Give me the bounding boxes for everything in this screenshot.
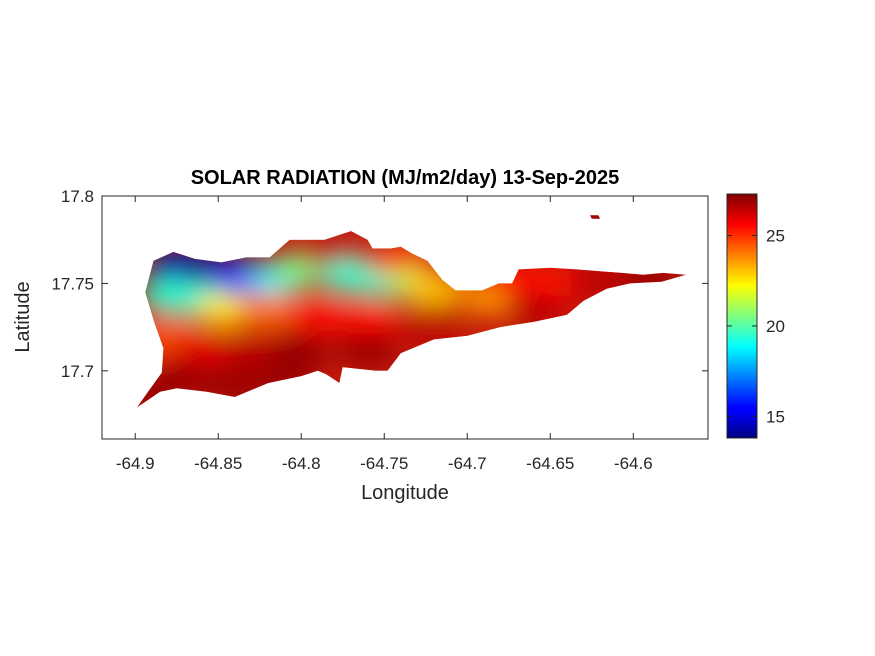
value-sample: [520, 266, 581, 301]
y-axis-label: Latitude: [12, 281, 34, 352]
value-sample: [404, 304, 465, 339]
x-tick-label: -64.7: [448, 454, 487, 473]
y-tick-label: 17.8: [61, 187, 94, 206]
x-tick-label: -64.9: [116, 454, 155, 473]
x-axis-label: Longitude: [361, 482, 449, 504]
colorbar-tick-label: 25: [766, 227, 785, 246]
value-sample: [503, 292, 564, 327]
x-ticks: -64.9 -64.85 -64.8 -64.75 -64.7 -64.65 -64.6: [116, 196, 653, 473]
value-sample: [171, 332, 232, 367]
x-tick-label: -64.8: [282, 454, 321, 473]
y-tick-label: 17.75: [51, 274, 94, 293]
colorbar-tick-label: 20: [766, 317, 785, 336]
x-tick-label: -64.75: [360, 454, 408, 473]
value-sample: [287, 297, 348, 332]
x-tick-label: -64.65: [526, 454, 574, 473]
chart-title: SOLAR RADIATION (MJ/m2/day) 13-Sep-2025: [191, 167, 620, 189]
x-tick-label: -64.6: [614, 454, 653, 473]
colorbar-gradient: [726, 193, 758, 439]
colorbar-tick-label: 15: [766, 407, 785, 426]
y-tick-label: 17.7: [61, 362, 94, 381]
value-sample: [238, 292, 298, 327]
colorbar-ticks: 15 20 25: [727, 227, 785, 426]
value-sample: [337, 301, 398, 336]
value-sample: [196, 292, 257, 327]
value-sample: [337, 332, 398, 367]
colorbar: 15 20 25: [726, 193, 785, 439]
y-ticks: 17.7 17.75 17.8: [51, 187, 708, 381]
x-tick-label: -64.85: [194, 454, 242, 473]
